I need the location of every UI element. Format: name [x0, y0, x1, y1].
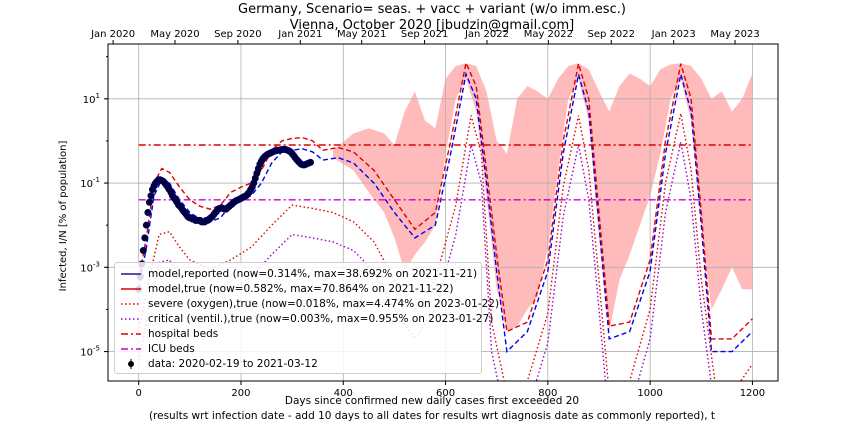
legend-item: severe (oxygen),true (now=0.018%, max=4.…	[115, 297, 499, 311]
legend: model,reported (now=0.314%, max=38.692% …	[114, 262, 499, 374]
y-tick-label: 101	[83, 92, 100, 106]
chart-title-line2: Vienna, October 2020 [jbudzin@gmail.com]	[289, 18, 575, 33]
top-x-axis: Jan 2020 May 2020 Sep 2020 Jan 2021 May 2021…	[90, 29, 760, 44]
legend-swatch	[121, 273, 141, 275]
x-axis-label: Days since confirmed new daily cases fir…	[0, 394, 864, 424]
y-tick-label: 10-1	[80, 176, 100, 190]
legend-label: ICU beds	[148, 343, 195, 355]
legend-item: hospital beds	[115, 327, 481, 341]
legend-swatch	[128, 359, 134, 369]
x-tick-label: 400	[334, 388, 353, 399]
data-point	[307, 158, 315, 166]
x-tick-label: 0	[135, 388, 141, 399]
legend-label: hospital beds	[148, 328, 219, 340]
x-tick-label: 1200	[740, 388, 765, 399]
top-tick-label: Sep 2021	[401, 29, 448, 40]
data-point	[141, 234, 149, 242]
legend-swatch	[121, 333, 141, 335]
legend-swatch	[121, 318, 141, 320]
data-point	[142, 221, 150, 229]
y-axis: 101 10-1 10-3 10-5	[80, 56, 108, 359]
confidence-band-layer	[333, 63, 753, 332]
data-point	[144, 209, 152, 217]
top-tick-label: Sep 2020	[214, 29, 261, 40]
legend-label: model,reported (now=0.314%, max=38.692% …	[148, 268, 478, 280]
top-tick-label: Jan 2022	[464, 29, 509, 40]
x-tick-label: 1000	[637, 388, 662, 399]
x-axis-label-line1: Days since confirmed new daily cases fir…	[284, 395, 580, 407]
y-axis-label: Infected, I/N [% of population]	[58, 141, 69, 292]
confidence-band	[333, 63, 753, 332]
legend-item: ICU beds	[115, 342, 481, 356]
data-point	[147, 192, 155, 200]
data-point	[139, 247, 147, 255]
top-tick-label: May 2021	[337, 29, 386, 40]
top-tick-label: Jan 2021	[277, 29, 322, 40]
x-tick-label: 200	[231, 388, 250, 399]
data-point	[145, 198, 153, 206]
top-tick-label: May 2020	[150, 29, 199, 40]
top-tick-label: Sep 2022	[588, 29, 635, 40]
legend-item: critical (ventil.),true (now=0.003%, max…	[115, 312, 493, 326]
legend-label: severe (oxygen),true (now=0.018%, max=4.…	[148, 298, 500, 310]
legend-swatch	[121, 348, 141, 350]
y-tick-label: 10-3	[80, 260, 100, 274]
legend-item: model,true (now=0.582%, max=70.864% on 2…	[115, 282, 481, 296]
legend-swatch	[121, 288, 141, 290]
top-tick-label: May 2022	[524, 29, 573, 40]
x-tick-label: 800	[538, 388, 557, 399]
y-tick-label: 10-5	[80, 345, 100, 359]
legend-item: data: 2020-02-19 to 2021-03-12	[115, 357, 481, 371]
legend-label: data: 2020-02-19 to 2021-03-12	[148, 358, 318, 370]
chart-title-line1: Germany, Scenario= seas. + vacc + varian…	[238, 2, 626, 17]
x-tick-label: 600	[436, 388, 455, 399]
legend-label: critical (ventil.),true (now=0.003%, max…	[148, 313, 494, 325]
x-axis-label-line2: (results wrt infection date - add 10 day…	[148, 410, 716, 422]
series-line-2	[138, 113, 753, 381]
legend-item: model,reported (now=0.314%, max=38.692% …	[115, 267, 481, 281]
plot-frame	[107, 43, 779, 382]
legend-label: model,true (now=0.582%, max=70.864% on 2…	[148, 283, 454, 295]
series-line-1	[138, 60, 753, 340]
bottom-x-axis: 0 200 400 600 800 1000 1200	[135, 381, 765, 399]
chart-title: Germany, Scenario= seas. + vacc + varian…	[0, 2, 864, 34]
top-tick-label: Jan 2020	[90, 29, 135, 40]
top-tick-label: May 2023	[710, 29, 759, 40]
legend-swatch	[121, 303, 141, 305]
top-tick-label: Jan 2023	[651, 29, 696, 40]
